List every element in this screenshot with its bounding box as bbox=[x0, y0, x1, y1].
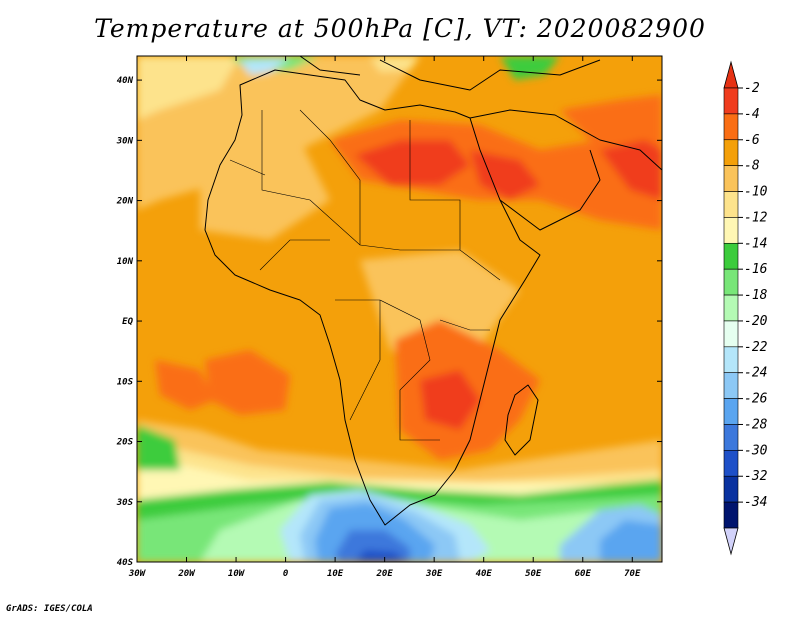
field-zone-southeast-deep bbox=[600, 520, 662, 562]
lon-tick-label: 20W bbox=[177, 569, 196, 579]
colorbar-swatch bbox=[723, 372, 739, 399]
colorbar-label: -2 bbox=[744, 81, 760, 96]
colorbar-label: -4 bbox=[744, 107, 760, 122]
temperature-field bbox=[137, 56, 662, 562]
colorbar-label: -10 bbox=[744, 185, 768, 200]
map-title: Temperature at 500hPa [C], VT: 202008290… bbox=[94, 14, 706, 43]
colorbar-swatch bbox=[723, 294, 739, 322]
lat-tick-label: 40N bbox=[117, 76, 134, 86]
colorbar-label: -22 bbox=[744, 340, 768, 355]
colorbar-swatch bbox=[723, 113, 739, 141]
field-zone-hottest-red-sea bbox=[470, 150, 540, 200]
border-lines bbox=[229, 109, 501, 441]
colorbar-swatch bbox=[723, 501, 739, 529]
colorbar-label: -14 bbox=[744, 236, 767, 251]
lon-tick-label: 40E bbox=[476, 569, 493, 579]
field-zone-hot-atlantic bbox=[205, 350, 290, 415]
lon-tick-label: 10W bbox=[228, 569, 246, 579]
axis-ticks: 30W 20W 10W 0 10E 20E 30E 40E 50E 60E 70E 40N 30N 20N… bbox=[116, 56, 662, 579]
colorbar-label: -34 bbox=[744, 495, 767, 510]
colorbar-swatch bbox=[723, 398, 739, 425]
colorbar-label: -28 bbox=[744, 417, 768, 432]
madagascar-coastline bbox=[504, 384, 539, 456]
lat-tick-label: 20N bbox=[116, 197, 134, 207]
field-zone-central-light bbox=[360, 250, 520, 360]
colorbar-label: -12 bbox=[744, 210, 768, 225]
lon-tick-label: 70E bbox=[624, 569, 641, 579]
field-zone-northwest-pale bbox=[137, 56, 240, 120]
colorbar-bottom-triangle bbox=[723, 527, 739, 556]
africa-coastline bbox=[204, 69, 541, 526]
field-zone-north-blue bbox=[240, 58, 290, 75]
colorbar-swatch bbox=[723, 191, 739, 218]
lat-tick-label: 40S bbox=[117, 558, 134, 568]
field-zone-hottest-south bbox=[420, 370, 480, 430]
lon-tick-label: 30E bbox=[425, 569, 443, 579]
lon-tick-label: 50E bbox=[525, 569, 542, 579]
colorbar-swatch bbox=[723, 242, 739, 270]
credit-footer: GrADS: IGES/COLA bbox=[6, 604, 93, 614]
colorbar-swatch bbox=[723, 217, 739, 244]
field-zone-hottest-east bbox=[600, 140, 662, 200]
colorbar-top-triangle bbox=[723, 60, 739, 89]
colorbar-label: -20 bbox=[744, 314, 768, 329]
colorbar-label: -8 bbox=[744, 159, 760, 174]
colorbar-swatch bbox=[723, 475, 739, 503]
lon-tick-label: 0 bbox=[283, 569, 289, 579]
lon-tick-label: 30W bbox=[128, 569, 147, 579]
field-zone-sahara-light bbox=[200, 140, 330, 240]
coastlines bbox=[204, 56, 662, 526]
lat-tick-label: EQ bbox=[122, 317, 133, 327]
lat-tick-label: 10N bbox=[117, 257, 134, 267]
field-zone-southwest-green bbox=[137, 425, 180, 470]
colorbar-label: -6 bbox=[744, 133, 760, 148]
field-zone-hottest-sahara bbox=[355, 140, 470, 185]
lat-tick-label: 10S bbox=[117, 377, 134, 387]
colorbar-label: -24 bbox=[744, 366, 767, 381]
plot-frame bbox=[136, 55, 663, 563]
colorbar-swatch bbox=[723, 320, 739, 348]
colorbar-label: -18 bbox=[744, 288, 768, 303]
colorbar-swatch bbox=[723, 165, 739, 192]
country-borders bbox=[229, 109, 501, 441]
field-zone-cold-deep-blue bbox=[355, 550, 405, 562]
lon-tick-label: 10E bbox=[327, 569, 344, 579]
colorbar-swatch bbox=[723, 87, 739, 115]
arabia-coastline bbox=[469, 109, 662, 231]
colorbar-swatch bbox=[723, 450, 739, 477]
colorbar-label: -30 bbox=[744, 443, 768, 458]
field-zone-hot-atlantic-west bbox=[155, 360, 215, 410]
colorbar: -2 -4 -6 -8 -10 -12 -14 -16 -18 -20 -22 -24 -26 -28 -3… bbox=[723, 60, 768, 556]
lon-tick-label: 60E bbox=[575, 569, 592, 579]
lat-tick-label: 30S bbox=[116, 498, 134, 508]
colorbar-label: -32 bbox=[744, 469, 768, 484]
colorbar-swatch bbox=[723, 268, 739, 296]
colorbar-swatch bbox=[723, 424, 739, 451]
lat-tick-label: 20S bbox=[116, 438, 134, 448]
colorbar-swatch bbox=[723, 139, 739, 166]
mediterranean-coast bbox=[299, 56, 601, 91]
lat-tick-label: 30N bbox=[116, 136, 134, 146]
colorbar-label: -16 bbox=[744, 262, 768, 277]
lon-tick-label: 20E bbox=[376, 569, 394, 579]
colorbar-label: -26 bbox=[744, 392, 768, 407]
colorbar-swatch bbox=[723, 346, 739, 374]
field-zone-north-pale bbox=[370, 56, 420, 72]
